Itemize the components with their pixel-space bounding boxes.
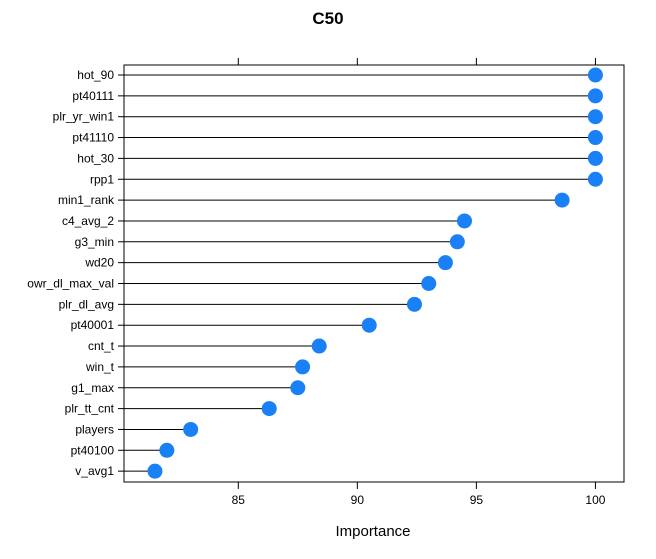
y-tick-label: players [75,422,114,436]
lollipop-point [437,255,453,271]
y-tick-label: pt40001 [71,318,115,332]
lollipop-point [449,234,465,250]
lollipop-point [290,380,306,396]
lollipop-point [587,150,603,166]
lollipop-point [587,109,603,125]
lollipop-point [587,88,603,104]
y-tick-label: pt41110 [72,131,114,145]
lollipop-point [261,401,277,417]
lollipop-point [587,67,603,83]
lollipop-point [295,359,311,375]
y-tick-label: cnt_t [88,339,115,353]
lollipop-point [456,213,472,229]
y-axis: hot_90 pt40111 plr_yr_win1 pt41110 hot_30rpp… [27,68,124,478]
y-tick-label: owr_dl_max_val [27,277,114,291]
lollipop-point [361,317,377,333]
x-axis: 85 90 95 100 [232,482,606,507]
y-tick-label: plr_tt_cnt [65,402,115,416]
y-tick-label: min1_rank [58,193,115,207]
lollipop-point [406,296,422,312]
x-tick-label: 85 [232,493,246,507]
lollipop-point [183,421,199,437]
lollipop-point [421,276,437,291]
lollipop-point [587,171,603,187]
y-tick-label: rpp1 [90,172,114,186]
y-tick-label: pt40100 [71,443,115,457]
lollipop-point [587,130,603,146]
top-axis-ticks [237,58,596,65]
y-tick-label: plr_dl_avg [59,297,114,311]
y-tick-label: win_t [85,360,115,374]
y-tick-label: wd20 [84,256,114,270]
plot-frame [123,64,625,483]
y-tick-label: plr_yr_win1 [53,110,115,124]
x-tick-label: 100 [585,493,605,507]
lollipop-point [554,192,570,208]
x-tick-label: 95 [470,493,484,507]
y-tick-label: g1_max [71,381,114,395]
y-tick-label: c4_avg_2 [62,214,114,228]
y-tick-label: pt40111 [72,89,114,103]
x-axis-title: Importance [335,523,410,540]
x-tick-label: 90 [351,493,365,507]
y-tick-label: g3_min [75,235,114,249]
lollipop-point [311,338,327,354]
y-tick-label: hot_30 [77,151,114,165]
chart-title: C50 [312,9,343,28]
lollipop-point [159,442,175,458]
lollipop-point [147,463,163,479]
y-tick-label: hot_90 [77,68,114,82]
data-marks [124,67,603,479]
y-tick-label: v_avg1 [75,464,114,478]
